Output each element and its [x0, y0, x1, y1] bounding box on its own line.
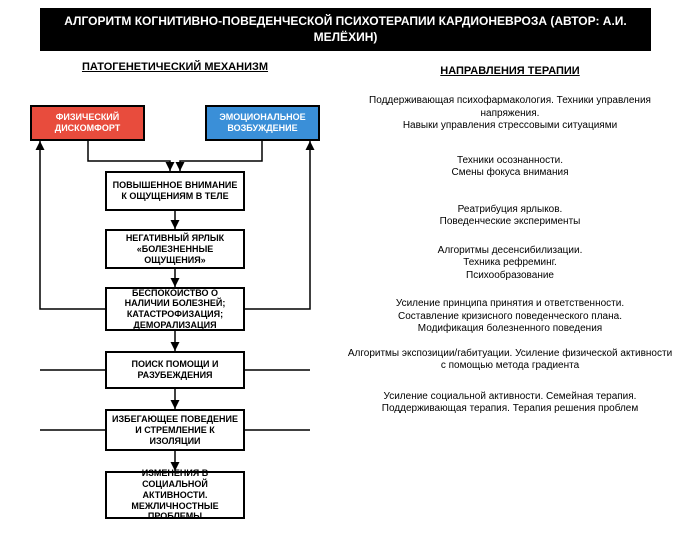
mechanism-header: ПАТОГЕНЕТИЧЕСКИЙ МЕХАНИЗМ	[60, 61, 290, 73]
content-wrap: ПАТОГЕНЕТИЧЕСКИЙ МЕХАНИЗМ ФИЗИЧЕСКИЙ ДИС…	[0, 61, 691, 541]
therapy-item-6: Усиление социальной активности. Семейная…	[340, 391, 680, 416]
node-phys: ФИЗИЧЕСКИЙ ДИСКОМФОРТ	[30, 105, 145, 141]
title-bar: АЛГОРИТМ КОГНИТИВНО-ПОВЕДЕНЧЕСКОЙ ПСИХОТ…	[40, 8, 651, 51]
therapy-item-4: Усиление принципа принятия и ответственн…	[340, 298, 680, 336]
therapy-item-0: Поддерживающая психофармакология. Техник…	[340, 95, 680, 133]
mechanism-column: ПАТОГЕНЕТИЧЕСКИЙ МЕХАНИЗМ ФИЗИЧЕСКИЙ ДИС…	[0, 61, 330, 541]
node-label: НЕГАТИВНЫЙ ЯРЛЫК «БОЛЕЗНЕННЫЕ ОЩУЩЕНИЯ»	[105, 229, 245, 269]
therapy-item-2: Реатрибуция ярлыков.Поведенческие экспер…	[340, 204, 680, 229]
node-worry: БЕСПОКОЙСТВО О НАЛИЧИИ БОЛЕЗНЕЙ; КАТАСТР…	[105, 287, 245, 331]
edge-worry-emo	[245, 141, 310, 309]
node-help: ПОИСК ПОМОЩИ И РАЗУБЕЖДЕНИЯ	[105, 351, 245, 389]
title-text: АЛГОРИТМ КОГНИТИВНО-ПОВЕДЕНЧЕСКОЙ ПСИХОТ…	[64, 14, 627, 44]
therapy-item-3: Алгоритмы десенсибилизации.Техника рефре…	[340, 245, 680, 283]
directions-header: НАПРАВЛЕНИЯ ТЕРАПИИ	[340, 65, 680, 77]
node-atten: ПОВЫШЕННОЕ ВНИМАНИЕ К ОЩУЩЕНИЯМ В ТЕЛЕ	[105, 171, 245, 211]
node-avoid: ИЗБЕГАЮЩЕЕ ПОВЕДЕНИЕ И СТРЕМЛЕНИЕ К ИЗОЛ…	[105, 409, 245, 451]
therapy-column: НАПРАВЛЕНИЯ ТЕРАПИИ Поддерживающая психо…	[330, 61, 680, 541]
edge-phys-atten	[88, 141, 170, 171]
therapy-item-1: Техники осознанности.Смены фокуса вниман…	[340, 155, 680, 180]
edge-emo-atten	[180, 141, 262, 171]
node-emo: ЭМОЦИОНАЛЬНОЕ ВОЗБУЖДЕНИЕ	[205, 105, 320, 141]
therapy-item-5: Алгоритмы экспозиции/габитуации. Усилени…	[340, 348, 680, 373]
edge-worry-phys	[40, 141, 105, 309]
node-social: ИЗМЕНЕНИЯ В СОЦИАЛЬНОЙ АКТИВНОСТИ. МЕЖЛИ…	[105, 471, 245, 519]
